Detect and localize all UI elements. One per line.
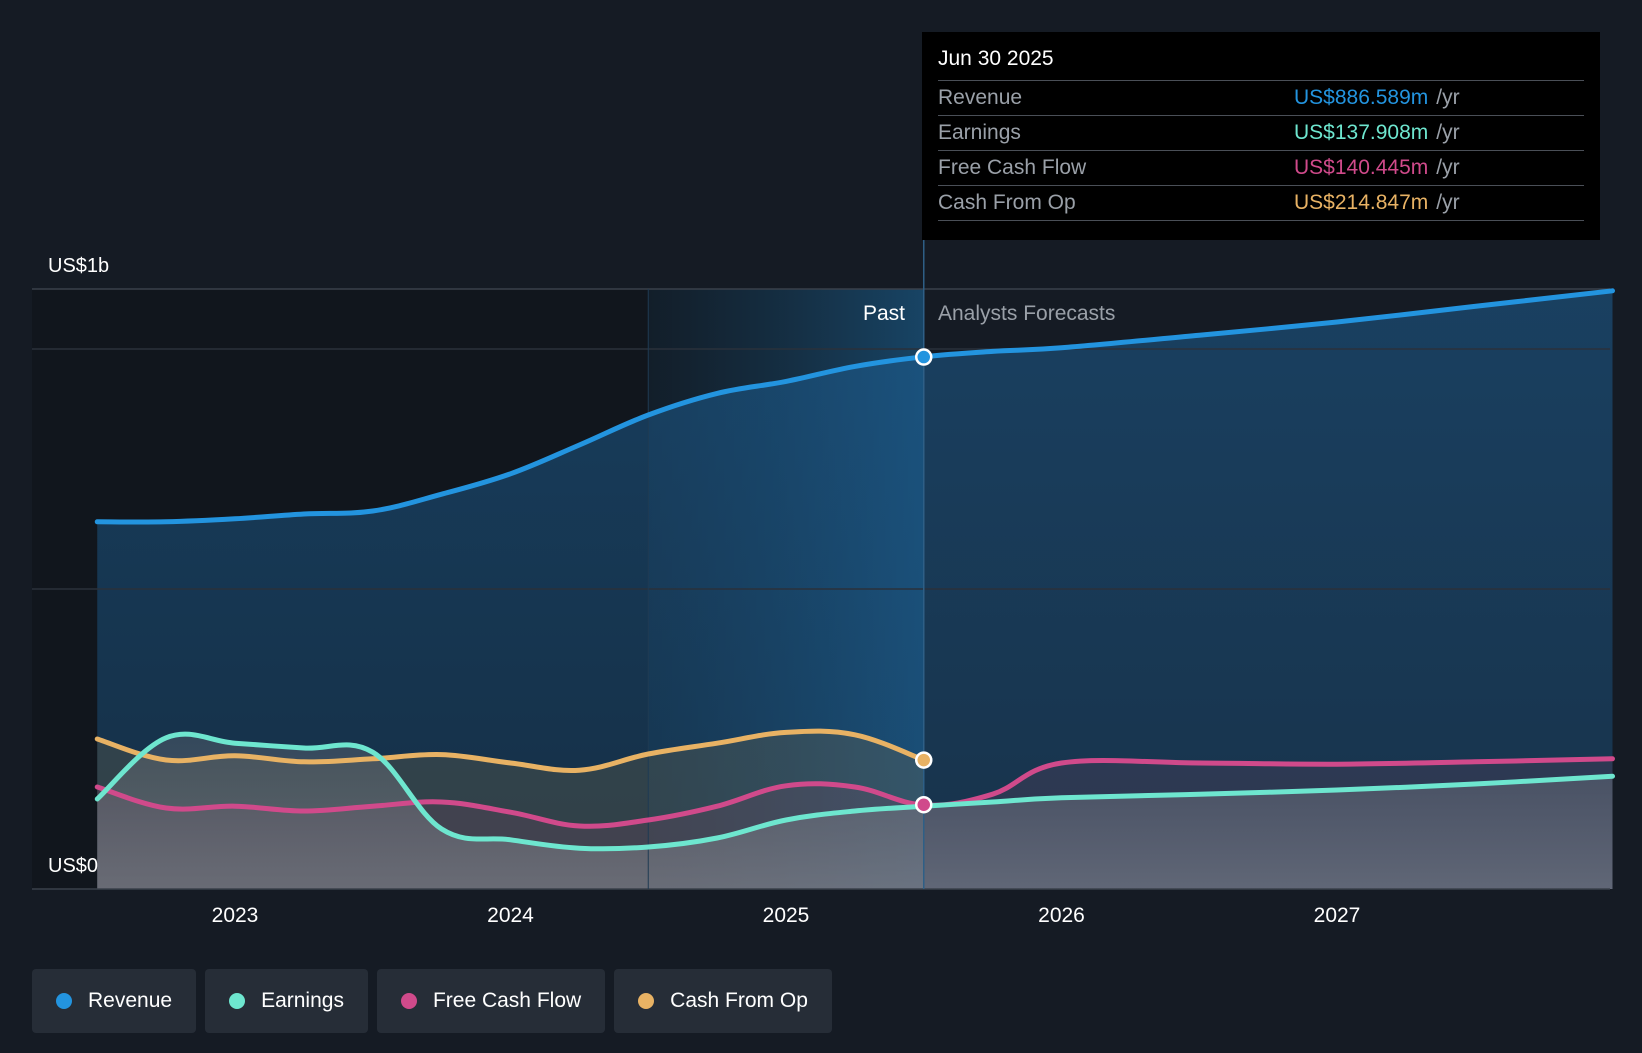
chart-marker-layer xyxy=(915,348,933,814)
tooltip-row-revenue: Revenue US$886.589m /yr xyxy=(938,81,1584,116)
tooltip-label: Free Cash Flow xyxy=(938,156,1087,179)
legend-label: Free Cash Flow xyxy=(432,989,582,1012)
tooltip-value: US$214.847m xyxy=(1294,191,1429,214)
dot-icon xyxy=(400,993,417,1009)
revenue-marker xyxy=(915,348,933,366)
legend-label: Revenue xyxy=(88,989,173,1012)
free-cash-flow-marker xyxy=(915,795,933,814)
x-tick-label: 2026 xyxy=(1038,904,1085,927)
tooltip-unit: /yr xyxy=(1436,191,1460,214)
legend-item-earnings[interactable]: Earnings xyxy=(205,969,368,1033)
earnings-line xyxy=(94,731,1615,852)
tooltip-row-cash-from-op: Cash From Op US$214.847m /yr xyxy=(938,186,1584,221)
x-tick-label: 2023 xyxy=(212,904,259,927)
dot-icon xyxy=(229,993,246,1009)
chart-area-layer xyxy=(97,290,1613,889)
chart-text-layer: US$1b US$0 Past Analysts Forecasts 2023 2… xyxy=(48,255,1360,927)
legend-item-free-cash-flow[interactable]: Free Cash Flow xyxy=(376,969,606,1033)
dot-icon xyxy=(56,993,72,1009)
tooltip-value: US$886.589m xyxy=(1294,86,1429,109)
forecast-region-label: Analysts Forecasts xyxy=(938,302,1115,325)
tooltip-row-free-cash-flow: Free Cash Flow US$140.445m /yr xyxy=(938,151,1584,186)
past-region-label: Past xyxy=(863,302,905,325)
legend-item-cash-from-op[interactable]: Cash From Op xyxy=(614,969,832,1033)
cash-from-op-line xyxy=(94,728,927,773)
tooltip-row-earnings: Earnings US$137.908m /yr xyxy=(938,116,1584,151)
dot-icon xyxy=(638,993,655,1009)
tooltip-value: US$140.445m xyxy=(1294,156,1429,179)
legend: Revenue Earnings Free Cash Flow Cash Fro… xyxy=(32,969,832,1033)
tooltip-label: Revenue xyxy=(938,86,1023,109)
tooltip-date: Jun 30 2025 xyxy=(938,46,1584,81)
x-tick-label: 2024 xyxy=(487,904,534,927)
x-tick-label: 2027 xyxy=(1314,904,1361,927)
chart-grid-layer xyxy=(32,240,1610,890)
tooltip-label: Cash From Op xyxy=(938,191,1076,214)
y-axis-bottom-label: US$0 xyxy=(48,855,98,877)
revenue-area xyxy=(97,290,1613,889)
legend-label: Earnings xyxy=(261,989,344,1012)
legend-label: Cash From Op xyxy=(670,989,808,1012)
tooltip-unit: /yr xyxy=(1436,156,1460,179)
free-cash-flow-line xyxy=(94,756,1615,829)
chart-line-layer xyxy=(94,288,1615,852)
x-tick-label: 2025 xyxy=(763,904,810,927)
legend-item-revenue[interactable]: Revenue xyxy=(32,969,197,1033)
y-axis-top-label: US$1b xyxy=(48,255,109,277)
cash-from-op-marker xyxy=(915,751,933,769)
revenue-line xyxy=(94,288,1615,525)
tooltip-unit: /yr xyxy=(1436,86,1460,109)
tooltip-panel: Jun 30 2025 Revenue US$886.589m /yr Earn… xyxy=(922,32,1600,240)
tooltip-unit: /yr xyxy=(1436,121,1460,144)
tooltip-value: US$137.908m xyxy=(1294,121,1429,144)
tooltip-label: Earnings xyxy=(938,121,1021,144)
